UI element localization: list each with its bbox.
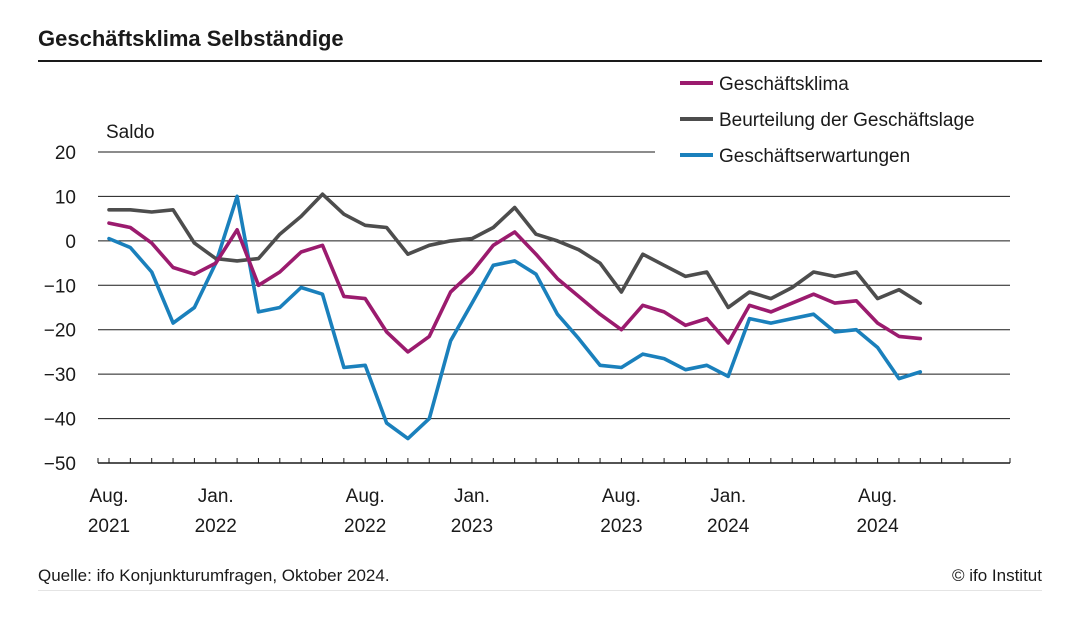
x-tick-label-year: 2023 — [451, 516, 493, 537]
x-tick-label-month: Jan. — [454, 486, 490, 507]
y-tick-label: 0 — [65, 232, 76, 253]
y-tick-label: 10 — [55, 187, 76, 208]
x-tick-label-month: Jan. — [198, 486, 234, 507]
line-chart: Aug. 2021 Jan. 2022 Aug. 2022 Jan. 2023 Aug. 2023… — [44, 74, 1011, 537]
x-tick-label-month: Aug. — [89, 486, 128, 507]
legend-label: Geschäftserwartungen — [719, 146, 910, 167]
legend-label: Beurteilung der Geschäftslage — [719, 110, 975, 131]
x-tick-label-year: 2024 — [856, 516, 899, 537]
y-tick-label: −30 — [44, 365, 76, 386]
copyright-note: © ifo Institut — [951, 566, 1042, 585]
x-tick-label-year: 2022 — [344, 516, 386, 537]
series-line-geschaeftserwartungen — [107, 194, 923, 441]
x-tick-label-month: Jan. — [710, 486, 746, 507]
chart-title: Geschäftsklima Selbständige — [38, 26, 344, 51]
y-tick-label: −50 — [44, 454, 76, 475]
source-note: Quelle: ifo Konjunkturumfragen, Oktober … — [38, 566, 390, 585]
x-tick-label-month: Aug. — [346, 486, 385, 507]
y-axis-title: Saldo — [106, 122, 155, 143]
x-tick-label-year: 2021 — [88, 516, 130, 537]
y-tick-label: −40 — [44, 410, 76, 431]
series-line-geschaeftslage — [107, 192, 923, 310]
x-tick-label-year: 2023 — [600, 516, 642, 537]
y-tick-label: −20 — [44, 321, 76, 342]
x-tick-label-month: Aug. — [602, 486, 641, 507]
y-tick-label: 20 — [55, 143, 76, 164]
x-axis: Aug. 2021 Jan. 2022 Aug. 2022 Jan. 2023 Aug. 2023… — [88, 458, 1011, 537]
legend-label: Geschäftsklima — [719, 74, 849, 95]
title-rule — [38, 60, 1042, 62]
x-tick-label-year: 2024 — [707, 516, 750, 537]
x-tick-label-month: Aug. — [858, 486, 897, 507]
gridlines — [98, 151, 1010, 420]
legend: Geschäftsklima Beurteilung der Geschäftsl… — [680, 74, 975, 167]
y-axis-labels: 20 10 0 −10 −20 −30 −40 −50 — [44, 143, 76, 475]
series-line-geschaeftsklima — [107, 221, 923, 354]
y-tick-label: −10 — [44, 276, 76, 297]
x-tick-label-year: 2022 — [195, 516, 237, 537]
series-lines — [107, 192, 923, 441]
footer-rule — [38, 590, 1042, 591]
